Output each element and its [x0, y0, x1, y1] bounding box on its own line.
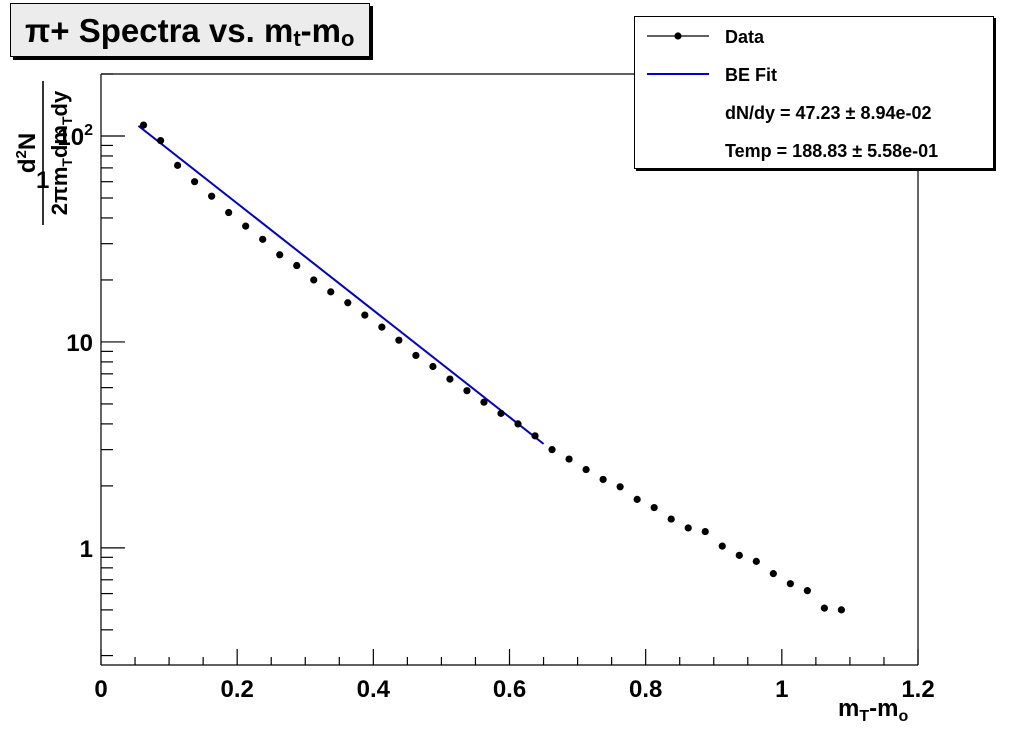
data-point [735, 551, 743, 559]
y-axis-title: d2N 2πmTdmTdy 1 [6, 78, 76, 228]
chart-title-main: π+ Spectra vs. m [25, 12, 294, 49]
data-point [684, 524, 692, 532]
y-axis-title-denominator: 2πmTdmTdy [47, 90, 75, 215]
y-axis-title-numerator: d2N [13, 133, 41, 173]
x-axis-title-sub-o: o [898, 708, 909, 725]
data-point [599, 475, 607, 484]
fit-series [137, 125, 545, 445]
x-tick-label: 1.2 [901, 676, 934, 703]
data-point [344, 299, 352, 307]
data-point [786, 580, 794, 588]
data-point [208, 192, 216, 200]
x-tick-label: 1 [775, 676, 788, 703]
y-tick-label: 10 [66, 330, 93, 357]
legend-fit-label: BE Fit [725, 65, 777, 85]
data-point [497, 409, 505, 417]
data-point [480, 398, 488, 406]
chart-title-sub-o: o [341, 26, 355, 51]
data-point [837, 606, 846, 614]
data-point [276, 251, 284, 259]
data-point [446, 375, 454, 383]
legend-dndy-text: dN/dy = 47.23 ± 8.94e-02 [725, 103, 932, 123]
data-point [582, 465, 590, 474]
data-point [259, 235, 267, 243]
x-axis-title-main: m [838, 695, 860, 722]
data-point [378, 323, 386, 331]
legend-temp-text: Temp = 188.83 ± 5.58e-01 [725, 141, 939, 161]
data-series [139, 121, 846, 614]
data-point [310, 276, 318, 284]
data-point [650, 503, 658, 512]
data-point [803, 587, 811, 595]
data-point [191, 178, 199, 186]
x-axis-title-sub-t: T [859, 708, 870, 725]
legend-entry-dndy: dN/dy = 47.23 ± 8.94e-02 [635, 97, 993, 127]
data-point [463, 387, 471, 395]
data-point [616, 483, 624, 491]
x-tick-label: 0 [94, 676, 107, 703]
data-point [242, 222, 250, 230]
x-tick-label: 0.4 [357, 676, 391, 703]
data-point [565, 455, 573, 463]
legend-data-marker-icon [647, 32, 709, 40]
x-tick-label: 0.8 [629, 676, 662, 703]
data-point [412, 351, 420, 360]
data-point [633, 495, 641, 503]
x-axis-title-mid: -m [869, 695, 899, 722]
y-axis-title-fraction: d2N 2πmTdmTdy 1 [13, 81, 75, 225]
data-point [429, 362, 437, 371]
x-axis-ticks: 0 0.2 0.4 0.6 0.8 1 1.2 [94, 649, 935, 703]
y-axis-title-one: 1 [36, 167, 49, 194]
legend-fit-line-icon [647, 73, 709, 75]
data-point [327, 288, 335, 296]
data-point [293, 261, 301, 270]
legend: Data BE Fit dN/dy = 47.23 ± 8.94e-02 Tem… [634, 16, 994, 169]
data-point [701, 527, 709, 536]
data-point [225, 208, 233, 217]
data-point [769, 570, 777, 578]
data-point [820, 604, 828, 612]
data-point [139, 121, 148, 129]
data-point [395, 336, 403, 344]
chart-title-mid: -m [300, 12, 341, 49]
fit-line [137, 125, 545, 445]
data-point [718, 542, 726, 550]
data-point [173, 161, 182, 169]
data-point [752, 557, 760, 565]
y-tick-label: 1 [80, 536, 93, 563]
data-point [514, 420, 522, 428]
x-axis-title: mT-mo [838, 695, 909, 725]
x-tick-label: 0.2 [220, 676, 253, 703]
legend-entry-fit: BE Fit [635, 59, 993, 89]
legend-data-label: Data [725, 27, 765, 47]
data-point [531, 432, 539, 440]
data-point [667, 515, 675, 523]
data-point [361, 311, 369, 319]
chart-title-box: π+ Spectra vs. mt-mo [10, 3, 370, 57]
data-point [548, 446, 556, 454]
legend-entry-temp: Temp = 188.83 ± 5.58e-01 [635, 135, 993, 165]
chart-title: π+ Spectra vs. mt-mo [25, 12, 355, 51]
legend-entry-data: Data [635, 21, 993, 51]
x-tick-label: 0.6 [493, 676, 526, 703]
data-point [156, 136, 165, 145]
chart-title-sub-t: t [293, 26, 301, 51]
